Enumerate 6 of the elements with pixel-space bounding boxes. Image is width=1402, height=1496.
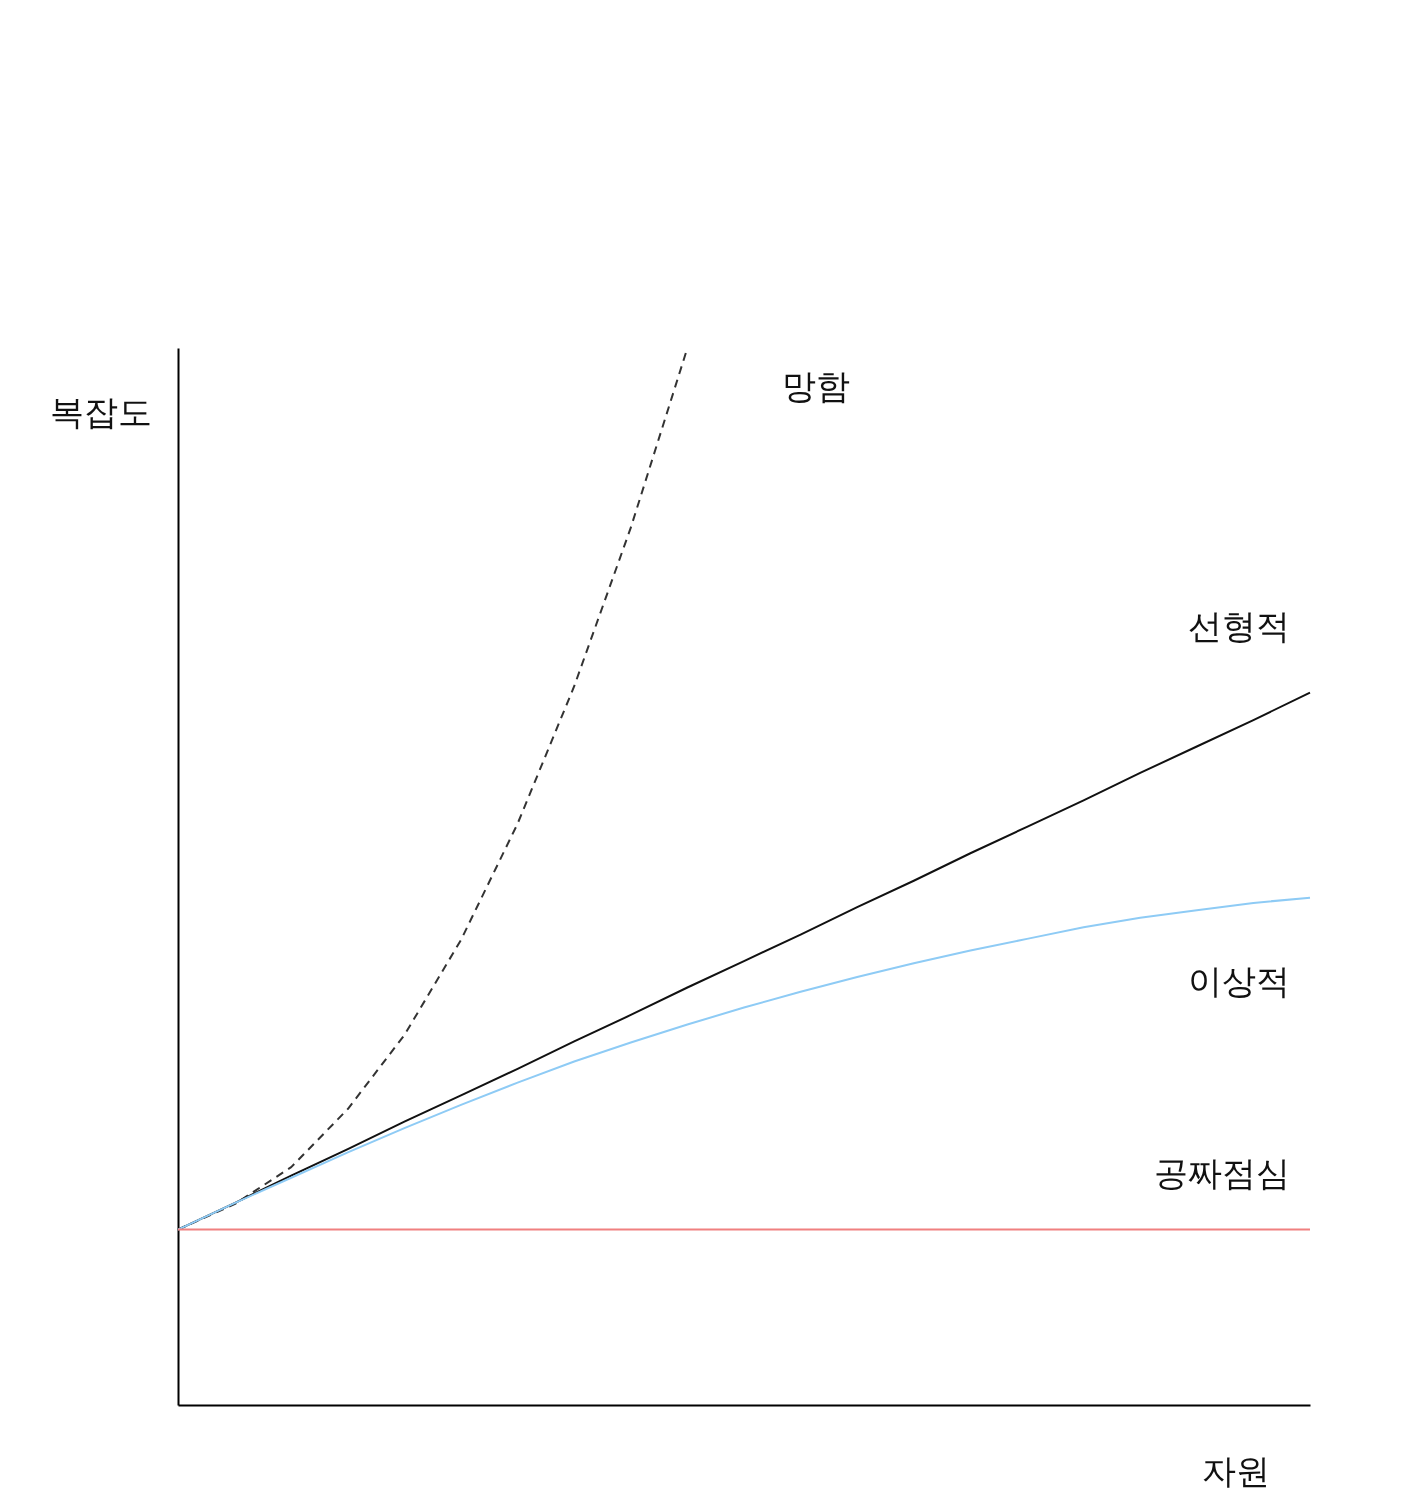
text: 망함 (782, 366, 851, 406)
series-label: 이상적 (1188, 960, 1290, 1001)
series-label: 선형적 (1188, 605, 1290, 646)
y-axis-title: 복잡도 (49, 391, 152, 432)
x-axis-title: 자원 (1201, 1450, 1270, 1491)
series-label: 공짜점심 (1154, 1152, 1290, 1193)
